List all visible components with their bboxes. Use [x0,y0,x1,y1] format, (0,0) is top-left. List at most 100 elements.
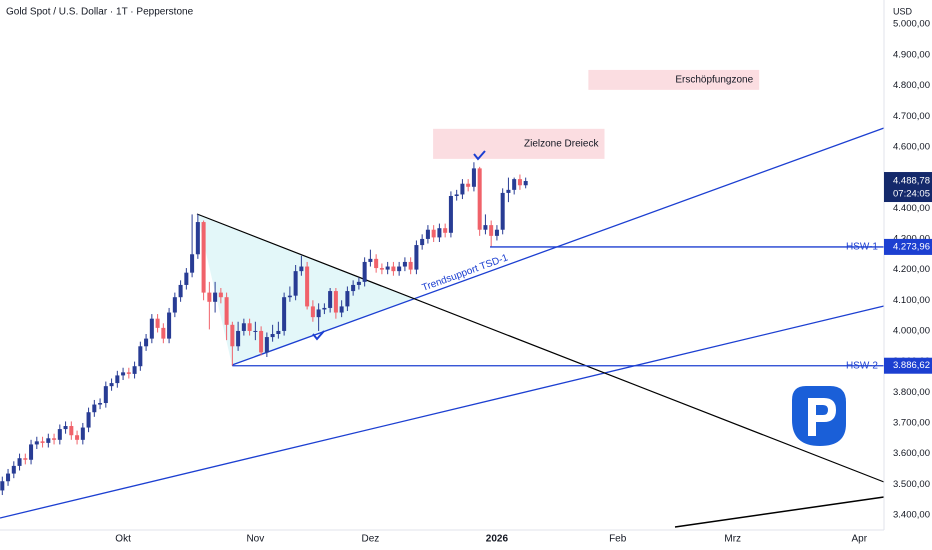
candle-body [500,192,505,230]
candle-body [213,292,218,302]
candle-body [322,307,327,310]
zone-label: Zielzone Dreieck [524,138,599,149]
x-tick-label: Apr [851,534,867,545]
candle-body [178,284,183,298]
trend-line [0,305,885,519]
candle-body [161,327,166,339]
y-tick-label: 4.400,00 [893,203,930,214]
y-tick-label: 3.700,00 [893,417,930,428]
currency-label: USD [893,6,913,16]
candle-body [356,281,361,285]
candle-body [466,183,471,187]
candle-body [397,266,402,272]
candle-body [69,426,74,436]
broker-logo [792,386,846,446]
candle-body [98,403,103,405]
y-tick-label: 4.000,00 [893,325,930,336]
zone-label: Erschöpfungzone [675,75,753,86]
checkmark [312,330,325,341]
candle-body [0,481,5,491]
candle-body [523,181,528,186]
triangle-upper-line [196,213,885,483]
candle-body [40,441,45,443]
candle-body [17,458,22,466]
y-tick-label: 3.500,00 [893,479,930,490]
y-tick-label: 4.900,00 [893,49,930,60]
candle-body [6,473,11,482]
candle-body [460,183,465,195]
candle-body [471,168,476,187]
levels: HSW-1 HSW-2 [232,242,884,371]
candle-body [167,312,172,339]
candle-body [190,254,195,273]
candle-body [276,330,281,335]
candle-body [207,292,212,302]
checkmark [473,150,486,161]
candle-body [57,429,62,440]
zones: Zielzone Dreieck Erschöpfungzone [433,69,760,159]
level-price-label: 3.886,62 [893,360,930,371]
candle-body [144,338,149,347]
chart-title: Gold Spot / U.S. Dollar · 1T · Peppersto… [6,7,194,18]
last-price-box [884,172,932,203]
candle-body [224,297,229,325]
candle-body [201,222,206,293]
candle-body [351,284,356,292]
candle-body [483,225,488,230]
candle-body [149,318,154,339]
y-tick-label: 3.400,00 [893,509,930,520]
candle-body [379,268,384,270]
candle-body [270,334,275,338]
last-price-label: 4.488,78 [893,176,930,187]
candle-body [109,383,114,387]
x-tick-label: Nov [246,534,264,545]
candle-body [172,297,177,313]
candle-body [385,266,390,270]
y-tick-label: 4.100,00 [893,295,930,306]
candle-body [138,346,143,367]
candle-body [247,323,252,331]
candle-body [425,229,430,239]
candle-body [310,306,315,318]
candle-body [75,435,80,440]
candle-body [408,261,413,270]
candle-body [46,438,51,443]
y-tick-label: 4.600,00 [893,141,930,152]
candle-body [287,295,292,298]
axis-labels: 3.400,00 3.500,00 3.600,00 3.700,00 3.800,00… [115,19,932,545]
candle-body [92,404,97,413]
x-tick-label: Dez [361,534,379,545]
candle-body [293,271,298,296]
candle-body [126,372,131,374]
logo-letter [808,398,836,436]
candle-body [86,412,91,428]
level-price-box [884,357,932,374]
y-tick-label: 3.800,00 [893,387,930,398]
level-name: HSW-1 [846,242,878,253]
candles [0,162,528,496]
candle-body [489,225,494,236]
channel-line [674,496,885,528]
candle-body [299,266,304,272]
candle-body [259,330,264,353]
y-tick-label: 4.700,00 [893,111,930,122]
candle-body [448,195,453,233]
candle-body [506,189,511,193]
y-tick-label: 4.800,00 [893,80,930,91]
zone [588,69,760,90]
price-axis [884,0,932,550]
candle-body [218,292,223,298]
candle-body [236,330,241,347]
candle-body [345,291,350,307]
zone [433,128,605,159]
countdown-label: 07:24:05 [893,189,930,200]
candle-body [374,258,379,269]
candle-body [414,245,419,270]
candle-body [477,168,482,230]
candle-body [420,238,425,246]
x-tick-label: 2026 [486,534,509,545]
candle-body [115,375,120,384]
candle-body [454,194,459,196]
